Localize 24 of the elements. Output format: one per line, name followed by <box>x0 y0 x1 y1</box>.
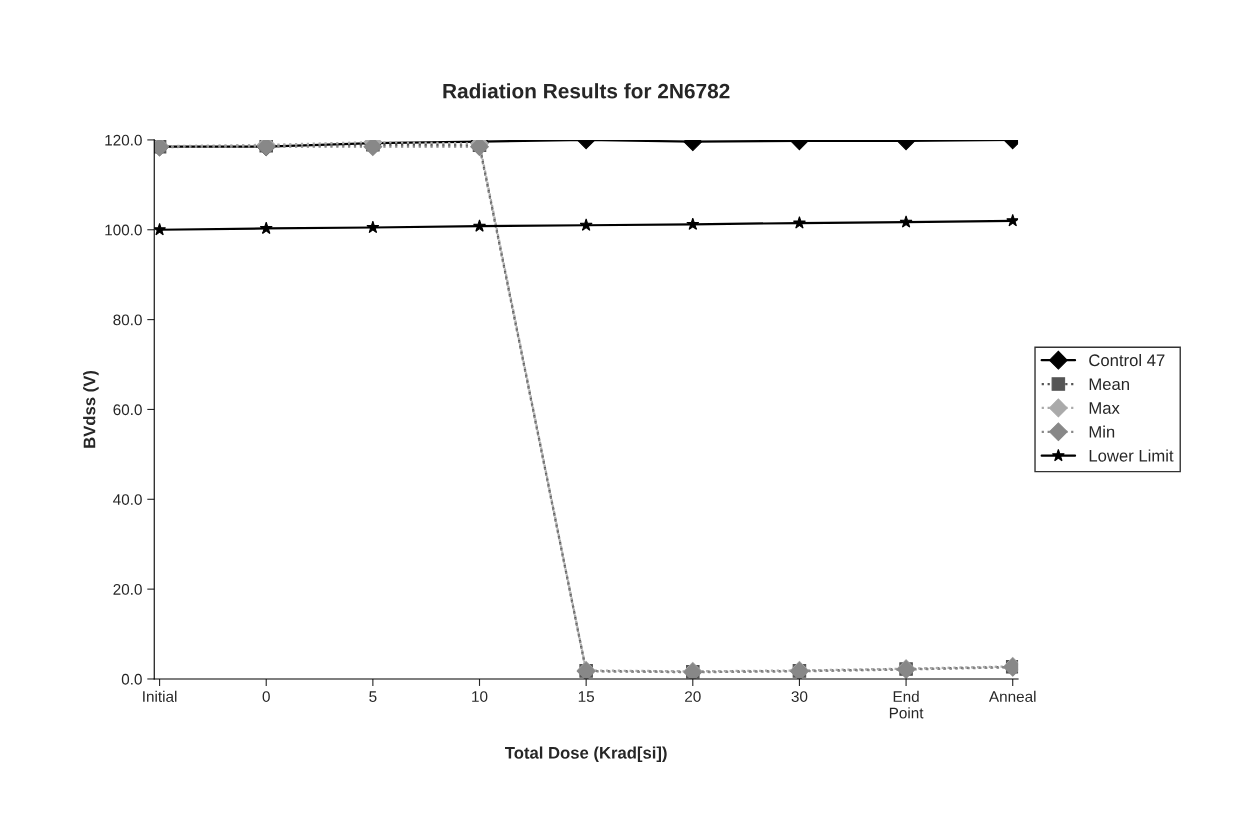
y-tick-label: 20.0 <box>113 584 142 595</box>
x-tick-label: 15 <box>578 691 595 702</box>
chart-title: Radiation Results for 2N6782 <box>443 83 730 99</box>
x-tick-label: Anneal <box>988 690 1036 702</box>
y-tick-label: 80.0 <box>113 314 142 326</box>
y-tick-label: 120.0 <box>105 134 142 146</box>
x-tick-label: 5 <box>369 691 377 702</box>
legend-label: Control 47 <box>1089 353 1165 367</box>
legend-label: Mean <box>1089 378 1129 391</box>
x-axis-title: Total Dose (Krad[si]) <box>505 746 667 763</box>
legend-label: Min <box>1089 425 1115 438</box>
y-tick-label: 40.0 <box>113 494 142 505</box>
x-tick-label: End Point <box>889 690 924 719</box>
x-tick-label: 10 <box>472 691 488 702</box>
y-tick-label: 100.0 <box>105 224 142 236</box>
x-tick-label: 30 <box>791 691 808 702</box>
legend-label: Max <box>1089 402 1120 414</box>
legend-label: Lower Limit <box>1089 449 1174 462</box>
y-axis-title: BVdss (V) <box>83 370 99 448</box>
y-tick-label: 0.0 <box>121 673 142 685</box>
x-tick-label: 0 <box>262 691 270 702</box>
x-tick-label: 20 <box>685 691 701 702</box>
x-tick-label: Initial <box>143 690 177 702</box>
y-tick-label: 60.0 <box>113 404 142 416</box>
